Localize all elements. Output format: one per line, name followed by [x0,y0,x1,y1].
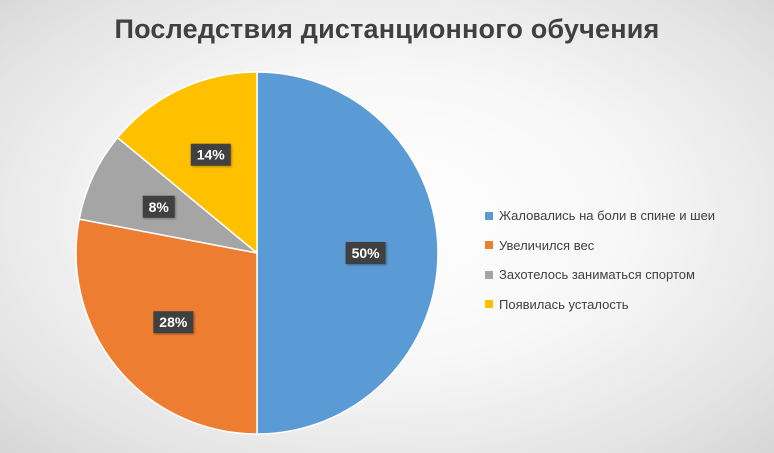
pie-slice [116,71,258,255]
pie-slice [78,136,258,254]
data-label: 28% [153,311,194,334]
legend-label: Появилась усталость [499,296,629,312]
svg-text:28%: 28% [159,314,188,330]
legend-item: Увеличился вес [485,231,715,261]
data-label: 14% [190,143,231,166]
svg-text:8%: 8% [149,199,170,215]
legend-label: Увеличился вес [499,237,595,253]
legend-swatch [485,270,493,279]
legend-label: Жаловались на боли в спине и шеи [499,208,716,224]
chart-legend: Жаловались на боли в спине и шеи Увеличил… [485,201,715,319]
legend-label: Захотелось заниматься спортом [499,267,695,283]
legend-item: Захотелось заниматься спортом [485,260,715,290]
legend-swatch [485,300,493,309]
legend-swatch [485,241,493,250]
legend-item: Жаловались на боли в спине и шеи [485,201,715,231]
chart-title: Последствия дистанционного обучения [114,14,660,44]
svg-text:50%: 50% [352,245,381,261]
legend-swatch [485,211,493,220]
svg-text:14%: 14% [197,147,226,163]
legend-item: Появилась усталость [485,290,715,320]
data-label: 50% [345,242,386,264]
data-label: 8% [142,195,175,218]
